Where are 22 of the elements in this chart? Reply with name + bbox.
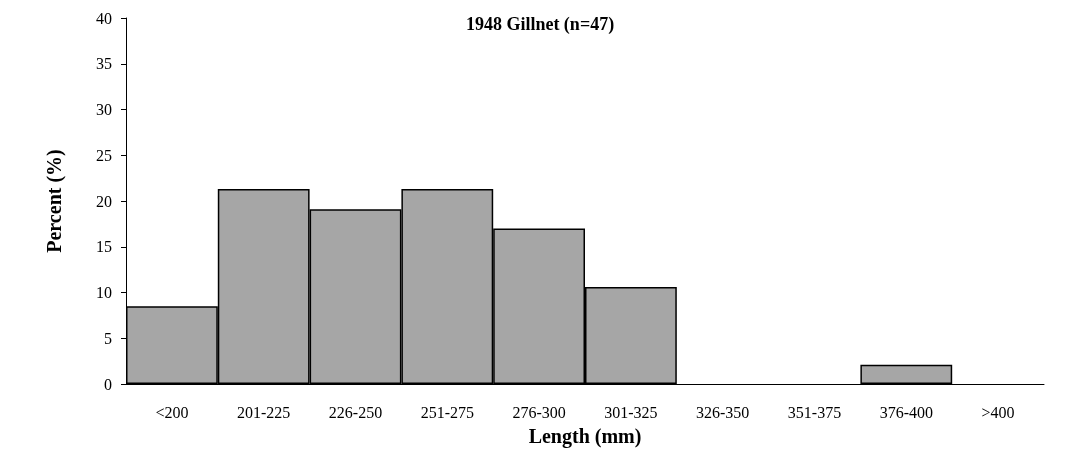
x-tick-label: 326-350 — [696, 403, 750, 421]
x-tick-label: 226-250 — [328, 403, 383, 421]
x-tick-label: 376-400 — [879, 403, 933, 421]
x-tick-label: 201-225 — [237, 403, 291, 421]
y-tick-label: 5 — [104, 329, 112, 347]
x-tick-label: 301-325 — [604, 403, 658, 421]
x-tick-label: >400 — [981, 403, 1015, 421]
x-tick-label: 276-300 — [512, 403, 566, 421]
x-tick-label: <200 — [155, 403, 189, 421]
y-tick-label: 10 — [96, 284, 112, 301]
chart-title: 1948 Gillnet (n=47) — [465, 14, 615, 35]
x-axis-title: Length (mm) — [528, 425, 642, 448]
x-tick-label: 251-275 — [420, 403, 474, 421]
y-tick-label: 15 — [96, 238, 112, 256]
x-tick-label: 351-375 — [787, 403, 842, 421]
y-axis-title: Percent (%) — [43, 149, 66, 253]
y-tick-label: 20 — [96, 192, 112, 210]
y-tick-label: 30 — [96, 101, 112, 118]
y-tick-label: 0 — [104, 375, 112, 393]
y-tick-label: 35 — [96, 55, 112, 73]
y-tick-label: 25 — [96, 146, 112, 164]
y-tick-label: 40 — [96, 9, 112, 27]
